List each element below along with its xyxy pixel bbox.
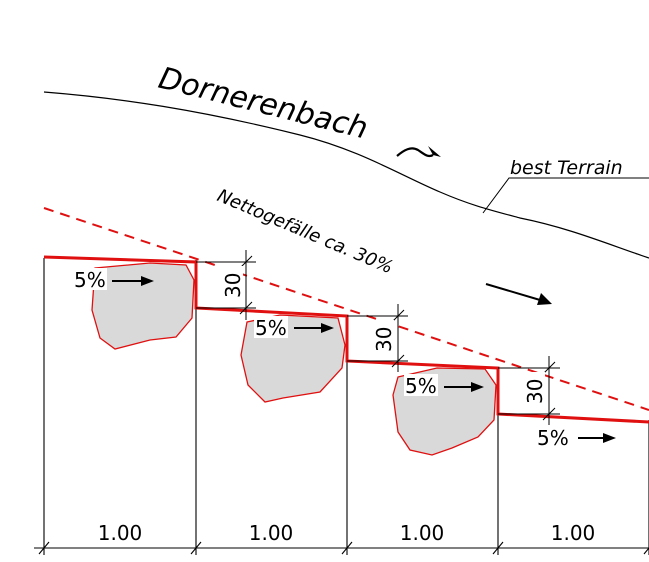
drop-height-label-3: 30 bbox=[523, 379, 547, 404]
step-length-label-1: 1.00 bbox=[98, 521, 143, 545]
stream-name: Dornerenbach bbox=[155, 61, 371, 147]
drop-height-labels: 30 30 30 bbox=[219, 266, 547, 410]
step-slope-label-1: 5% bbox=[74, 268, 106, 292]
net-slope-line bbox=[43, 207, 649, 411]
terrain-line bbox=[43, 91, 649, 259]
slope-label: Nettogefälle ca. 30% bbox=[214, 185, 396, 278]
step-slope-label-3: 5% bbox=[405, 374, 437, 398]
step-length-label-3: 1.00 bbox=[400, 521, 445, 545]
step-slope-label-2: 5% bbox=[255, 316, 287, 340]
boulder-1 bbox=[91, 262, 195, 350]
step-slope-2: 5% bbox=[254, 316, 334, 340]
step-slope-arrow-icon bbox=[112, 276, 154, 286]
drop-height-label-1: 30 bbox=[221, 273, 245, 298]
step-slope-arrow-icon bbox=[578, 433, 616, 443]
flow-arrow-icon bbox=[396, 146, 441, 158]
step-slope-1: 5% bbox=[73, 268, 154, 292]
terrain-label: best Terrain bbox=[510, 157, 623, 179]
step-slope-label-4: 5% bbox=[537, 426, 569, 450]
step-profile bbox=[43, 255, 649, 424]
step-length-label-2: 1.00 bbox=[249, 521, 294, 545]
drop-height-label-2: 30 bbox=[372, 327, 396, 352]
step-length-label-4: 1.00 bbox=[551, 521, 596, 545]
step-slope-3: 5% bbox=[404, 374, 484, 398]
step-slope-arrow-icon bbox=[294, 323, 334, 333]
step-slope-arrow-icon bbox=[444, 382, 484, 392]
step-slope-4: 5% bbox=[537, 426, 616, 450]
terrain-leader bbox=[482, 177, 649, 214]
length-dimension bbox=[34, 541, 649, 555]
slope-arrow-icon bbox=[485, 283, 552, 305]
